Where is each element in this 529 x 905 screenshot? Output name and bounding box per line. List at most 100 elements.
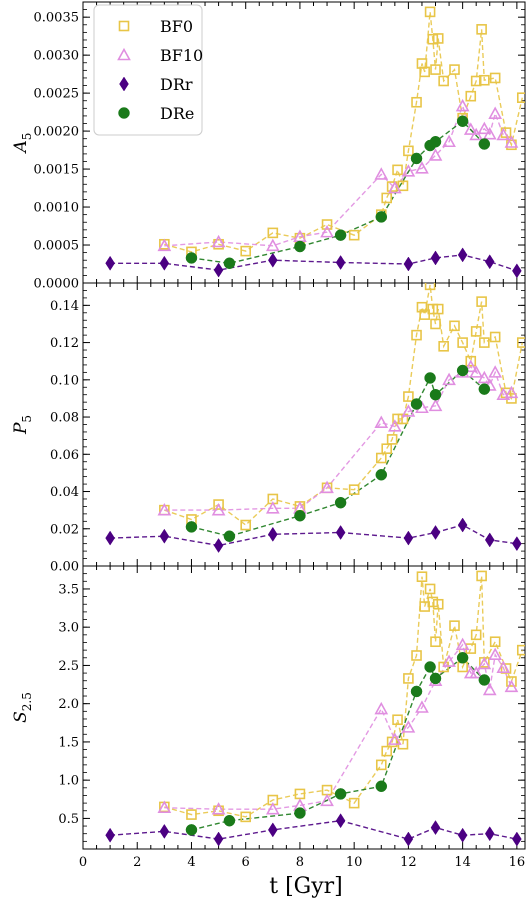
- point-drr: [159, 823, 170, 839]
- point-bf0: [432, 33, 444, 44]
- y-tick-label: 0.06: [50, 448, 79, 463]
- point-dre: [294, 240, 306, 253]
- point-bf10: [374, 415, 389, 428]
- x-tick-label: 8: [296, 855, 304, 870]
- point-bf0: [432, 303, 444, 315]
- point-bf10: [401, 164, 416, 177]
- point-bf0: [479, 337, 490, 348]
- point-bf0: [432, 598, 444, 610]
- point-bf0: [470, 629, 482, 641]
- legend-box: [93, 4, 203, 136]
- point-drr: [105, 530, 115, 546]
- y-axis-title-sub: 5: [20, 133, 34, 141]
- point-dre: [334, 229, 347, 241]
- point-bf10: [469, 365, 484, 378]
- point-drr: [213, 831, 224, 847]
- point-bf0: [438, 661, 449, 673]
- point-bf10: [488, 647, 503, 661]
- point-dre: [185, 521, 198, 533]
- point-bf10: [401, 404, 416, 417]
- point-drr: [457, 247, 468, 263]
- point-bf10: [401, 720, 416, 733]
- point-dre: [424, 372, 436, 384]
- series-layer: [105, 283, 525, 553]
- point-bf10: [265, 238, 280, 252]
- point-bf0: [489, 636, 501, 648]
- y-axis-title-main: A: [11, 140, 31, 154]
- point-bf0: [348, 229, 360, 241]
- point-bf10: [442, 654, 456, 667]
- point-bf10: [469, 127, 484, 141]
- point-dre: [429, 672, 442, 685]
- point-bf0: [240, 245, 251, 257]
- legend-label-bf10: BF10: [160, 46, 203, 65]
- panel-frame: [82, 565, 526, 850]
- point-drr: [430, 525, 441, 540]
- y-tick-label: 0.0020: [34, 125, 80, 140]
- point-bf10: [157, 800, 172, 813]
- point-dre: [223, 530, 236, 542]
- point-bf0: [403, 673, 414, 684]
- y-tick-label: 0.14: [50, 299, 79, 314]
- point-drr: [512, 831, 522, 847]
- y-axis-title-sub: 2.5: [20, 692, 34, 711]
- point-dre: [478, 674, 491, 686]
- legend-label-bf0: BF0: [160, 17, 193, 36]
- point-bf10: [211, 802, 226, 815]
- y-tick-label: 3.5: [58, 582, 79, 597]
- point-drr: [335, 525, 346, 540]
- point-drr: [512, 536, 522, 552]
- point-bf0: [465, 90, 477, 102]
- point-bf10: [442, 372, 456, 386]
- y-tick-label: 3.0: [58, 621, 79, 636]
- point-bf0: [476, 296, 487, 307]
- point-drr: [430, 820, 441, 836]
- point-bf0: [381, 745, 393, 757]
- point-bf0: [348, 797, 360, 809]
- point-bf0: [403, 145, 414, 157]
- point-bf0: [416, 301, 428, 313]
- point-dre: [375, 780, 388, 793]
- point-bf10: [415, 700, 429, 713]
- point-bf0: [516, 92, 525, 103]
- point-bf10: [387, 419, 402, 432]
- point-bf0: [449, 620, 460, 631]
- point-bf0: [506, 676, 517, 687]
- y-axis-title-main: P: [11, 422, 31, 435]
- point-bf0: [427, 33, 439, 45]
- x-tick-label: 16: [509, 855, 526, 870]
- y-tick-label: 1.0: [58, 774, 79, 789]
- point-bf0: [476, 24, 487, 35]
- point-bf10: [496, 660, 511, 674]
- point-drr: [268, 252, 278, 268]
- point-dre: [478, 138, 491, 150]
- point-bf10: [320, 480, 334, 494]
- point-bf0: [267, 227, 279, 239]
- legend-marker-dre: [118, 107, 130, 119]
- point-bf10: [387, 732, 402, 745]
- point-drr: [335, 255, 346, 270]
- point-bf10: [265, 501, 280, 514]
- point-drr: [159, 528, 170, 544]
- point-bf10: [387, 180, 402, 194]
- point-bf0: [479, 74, 490, 86]
- point-bf10: [415, 161, 429, 174]
- point-bf10: [504, 385, 519, 399]
- y-axis-title: P5: [11, 415, 34, 435]
- legend-marker-bf10: [117, 47, 131, 61]
- point-drr: [213, 538, 224, 553]
- point-drr: [457, 827, 468, 843]
- point-dre: [478, 383, 491, 395]
- series-line-drr: [110, 254, 518, 272]
- panel-2: 0.00 0.02 0.04 0.06 0.08 0.10 0.12 0.14 P5: [11, 282, 526, 575]
- point-bf0: [397, 180, 409, 192]
- point-bf10: [320, 793, 334, 807]
- point-bf0: [489, 72, 501, 84]
- point-bf0: [457, 337, 468, 348]
- point-bf10: [211, 502, 226, 516]
- y-tick-label: 0.0015: [34, 163, 80, 178]
- point-bf0: [375, 759, 387, 771]
- x-tick-label: 12: [400, 855, 417, 870]
- point-bf10: [477, 121, 492, 135]
